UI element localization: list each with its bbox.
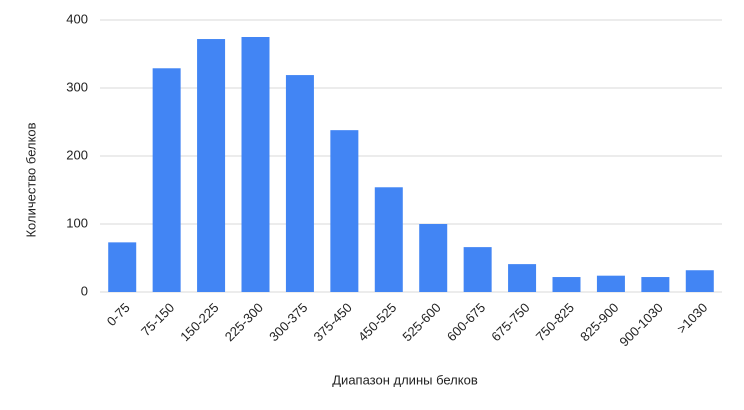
x-tick-label: 825-900: [577, 300, 621, 344]
bar: [685, 270, 714, 292]
bar: [197, 39, 226, 292]
x-tick-label: 600-675: [444, 300, 488, 344]
y-tick-label: 300: [66, 79, 88, 94]
x-tick-label: 75-150: [138, 300, 177, 339]
x-tick-label: 225-300: [222, 300, 266, 344]
y-tick-label: 200: [66, 147, 88, 162]
bar: [374, 187, 403, 292]
x-tick-label: 525-600: [399, 300, 443, 344]
bar: [241, 37, 270, 292]
bar: [152, 68, 181, 292]
x-tick-label: 150-225: [177, 300, 221, 344]
bar: [463, 247, 492, 292]
x-tick-label: 900-1030: [616, 300, 665, 349]
x-tick-label: 750-825: [533, 300, 577, 344]
x-axis-title: Диапазон длины белков: [332, 372, 478, 387]
x-tick-label: 375-450: [311, 300, 355, 344]
x-tick-label: 300-375: [266, 300, 310, 344]
bar: [419, 224, 448, 292]
y-axis-title: Количество белков: [23, 122, 38, 237]
y-tick-label: 0: [81, 283, 88, 298]
x-tick-label: 0-75: [104, 300, 133, 329]
bar: [285, 75, 314, 292]
bar: [641, 277, 670, 292]
y-tick-label: 100: [66, 215, 88, 230]
bar: [596, 275, 625, 292]
x-tick-label: >1030: [674, 300, 710, 336]
bar: [330, 130, 359, 292]
x-tick-label: 450-525: [355, 300, 399, 344]
x-tick-label: 675-750: [488, 300, 532, 344]
bar: [108, 242, 137, 292]
bar: [508, 264, 537, 292]
bar: [552, 277, 581, 292]
y-tick-label: 400: [66, 11, 88, 26]
